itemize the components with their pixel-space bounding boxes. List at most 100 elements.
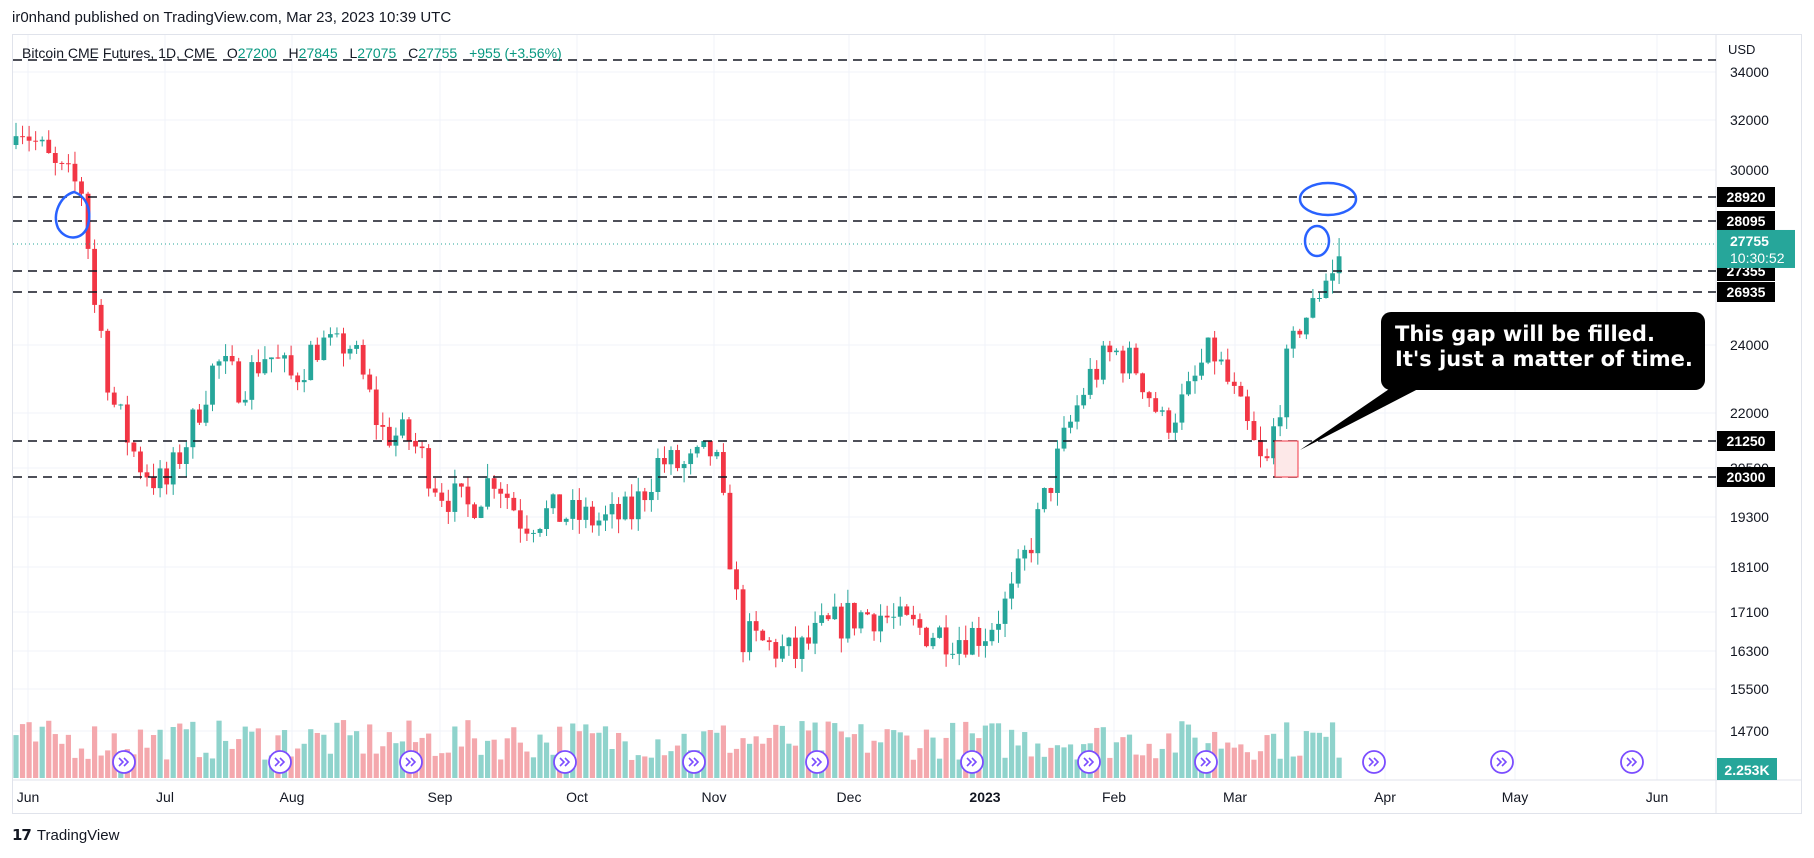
volume-bar — [1107, 757, 1113, 778]
legend-high-label: H — [288, 45, 299, 61]
candle-body — [642, 491, 648, 501]
volume-bar — [864, 752, 871, 778]
candle-body — [210, 365, 215, 405]
volume-bar — [635, 755, 641, 778]
volume-bar — [1126, 734, 1133, 778]
volume-bar — [19, 724, 26, 778]
volume-bar — [1048, 747, 1054, 778]
volume-bar — [301, 743, 307, 778]
candle-body — [1199, 362, 1204, 376]
candle-body — [242, 399, 248, 403]
candle-body — [786, 637, 792, 647]
candle-body — [1140, 373, 1145, 393]
candle-body — [347, 348, 353, 354]
candle-body — [1251, 421, 1257, 441]
callout-pointer — [1300, 385, 1420, 450]
volume-bar — [720, 725, 726, 778]
candle-body — [753, 621, 759, 631]
symbol-legend: Bitcoin CME Futures, 1D, CME O27200 H278… — [22, 45, 562, 61]
volume-bar — [249, 731, 255, 778]
volume-bar — [589, 733, 595, 778]
y-tick-labels: 3400032000300002400022000205001930018100… — [1730, 64, 1769, 739]
event-marker-arrow — [1496, 757, 1508, 767]
currency-label[interactable]: USD — [1728, 42, 1756, 57]
volume-bar — [1015, 745, 1021, 778]
x-tick-label: Dec — [837, 789, 862, 805]
volume-bar — [530, 757, 537, 778]
candle-body — [111, 392, 117, 405]
x-tick-label: 2023 — [969, 789, 1000, 805]
candle-body — [832, 606, 838, 620]
volume-bar — [150, 735, 157, 778]
candle-body — [498, 488, 504, 494]
volume-bar — [956, 759, 962, 778]
volume-bar — [229, 748, 235, 778]
volume-bar — [373, 753, 379, 778]
candle-body — [897, 606, 903, 617]
y-tick-label: 18100 — [1730, 559, 1769, 575]
candle-body — [1015, 558, 1021, 584]
annotation-callout[interactable]: This gap will be filled. It's just a mat… — [1381, 312, 1705, 390]
volume-bar — [904, 735, 910, 778]
candle-body — [950, 653, 956, 655]
y-tick-label: 24000 — [1730, 337, 1769, 353]
volume-bar — [871, 740, 877, 778]
candle-body — [472, 504, 477, 518]
x-tick-label: Sep — [428, 789, 453, 805]
volume-bar — [196, 757, 202, 778]
candle-body — [590, 506, 595, 526]
candle-body — [937, 627, 942, 638]
annotation-circle — [54, 190, 91, 239]
volume-bar — [661, 755, 668, 778]
candle-body — [838, 606, 844, 639]
candle-body — [662, 457, 667, 465]
candle-body — [576, 499, 582, 520]
volume-bar — [1310, 732, 1316, 778]
candle-body — [1153, 398, 1159, 412]
candle-body — [871, 614, 877, 632]
x-tick-label: Jul — [156, 789, 174, 805]
volume-bar — [223, 740, 229, 778]
y-tick-label: 22000 — [1730, 405, 1769, 421]
volume-bar — [1067, 744, 1074, 778]
candle-body — [1225, 359, 1231, 382]
candle-body — [92, 248, 97, 305]
candle-body — [675, 450, 680, 469]
event-marker-arrow — [118, 757, 130, 767]
volume-bar — [445, 752, 451, 778]
candle-body — [544, 508, 549, 530]
candle-body — [295, 375, 301, 383]
level-label-bg — [1717, 431, 1775, 451]
candle-body — [255, 362, 261, 374]
volume-bar — [851, 734, 857, 778]
candle-body — [845, 602, 851, 639]
candle-body — [485, 478, 490, 507]
candle-body — [314, 344, 320, 361]
volume-bar — [85, 758, 91, 778]
candle-body — [203, 404, 209, 423]
volume-bar — [1329, 722, 1336, 778]
tradingview-brand[interactable]: 17 TradingView — [12, 826, 119, 844]
candle-body — [760, 630, 766, 641]
volume-bar — [203, 752, 209, 778]
volume-bar — [1074, 759, 1080, 778]
level-label-bg — [1717, 467, 1775, 487]
candle-body — [1310, 298, 1316, 318]
volume-bar — [779, 725, 785, 778]
volume-bar — [1277, 758, 1283, 778]
volume-bar — [1159, 748, 1165, 778]
candle-body — [20, 136, 25, 138]
candle-body — [59, 162, 65, 164]
grid-lines — [13, 35, 1716, 780]
candle-body — [275, 357, 281, 359]
level-label-bg — [1717, 282, 1775, 302]
volume-bar — [963, 721, 969, 778]
candle-body — [537, 529, 543, 533]
volume-bar — [432, 755, 438, 778]
volume-bar — [288, 756, 294, 778]
candle-body — [334, 333, 340, 335]
volume-bar — [629, 759, 635, 778]
candle-body — [531, 532, 536, 534]
volume-bar — [471, 738, 478, 778]
